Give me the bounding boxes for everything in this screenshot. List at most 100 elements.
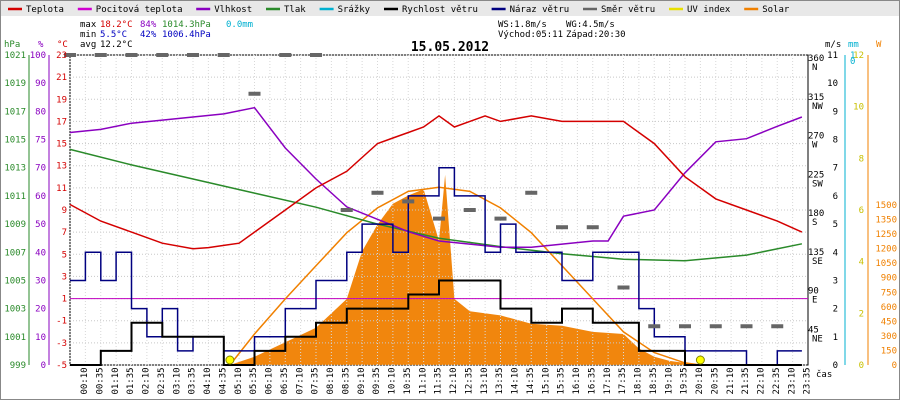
stats-rain: 0.0mm bbox=[226, 20, 253, 30]
x-tick-label: 23:35 bbox=[803, 367, 813, 394]
sunset-time: Západ:20:30 bbox=[566, 30, 626, 40]
legend-label: Tlak bbox=[284, 5, 306, 15]
wind-tick-label: 11 bbox=[827, 51, 838, 61]
x-tick-label: 14:10 bbox=[511, 367, 521, 394]
wind-direction-marker bbox=[494, 216, 507, 221]
solar-tick-label: 300 bbox=[881, 332, 897, 342]
temp-tick-label: -1 bbox=[56, 317, 67, 327]
x-tick-label: 08:35 bbox=[341, 367, 351, 394]
x-tick-label: 06:35 bbox=[280, 367, 290, 394]
direction-name-label: S bbox=[812, 218, 817, 228]
direction-name-label: SE bbox=[812, 257, 823, 267]
humidity-tick-label: 0 bbox=[41, 361, 46, 371]
humidity-tick-label: 50 bbox=[35, 220, 46, 230]
x-tick-label: 16:10 bbox=[572, 367, 582, 394]
x-tick-label: 00:35 bbox=[95, 367, 105, 394]
wind-wg: WG:4.5m/s bbox=[566, 20, 615, 30]
humidity-tick-label: 40 bbox=[35, 248, 46, 258]
x-tick-label: 08:10 bbox=[326, 367, 336, 394]
humidity-tick-label: 70 bbox=[35, 164, 46, 174]
humidity-tick-label: 100 bbox=[30, 51, 46, 61]
direction-tick-label: 180 bbox=[808, 209, 824, 219]
x-tick-label: 03:35 bbox=[188, 367, 198, 394]
x-tick-label: 01:35 bbox=[126, 367, 136, 394]
x-tick-label: 03:10 bbox=[172, 367, 182, 394]
stats-min-press: 1006.4hPa bbox=[162, 30, 211, 40]
x-tick-label: 15:35 bbox=[557, 367, 567, 394]
temp-tick-label: -3 bbox=[56, 339, 67, 349]
temp-tick-label: 17 bbox=[56, 117, 67, 127]
solar-tick-label: 1250 bbox=[875, 230, 897, 240]
x-tick-label: 21:10 bbox=[726, 367, 736, 394]
wind-direction-marker bbox=[740, 324, 753, 329]
pressure-tick-label: 1005 bbox=[4, 276, 26, 286]
uv-tick-label: 4 bbox=[859, 258, 864, 268]
wind-direction-marker bbox=[709, 324, 722, 329]
x-tick-label: 15:10 bbox=[541, 367, 551, 394]
direction-tick-label: 90 bbox=[808, 287, 819, 297]
x-tick-label: 21:35 bbox=[741, 367, 751, 394]
solar-max-line bbox=[229, 186, 701, 366]
stats-min-label: min bbox=[80, 30, 96, 40]
unit-ms: m/s bbox=[825, 40, 841, 50]
x-tick-label: 02:35 bbox=[157, 367, 167, 394]
uv-marker bbox=[225, 355, 235, 365]
wind-direction-marker bbox=[586, 225, 599, 230]
uv-tick-label: 8 bbox=[859, 154, 864, 164]
humidity-tick-label: 20 bbox=[35, 305, 46, 315]
wind-tick-label: 0 bbox=[833, 361, 838, 371]
pressure-tick-label: 1021 bbox=[4, 51, 26, 61]
x-tick-label: 07:35 bbox=[311, 367, 321, 394]
x-tick-label: 04:35 bbox=[218, 367, 228, 394]
x-tick-label: 00:10 bbox=[80, 367, 90, 394]
stats-max-hum: 84% bbox=[140, 20, 157, 30]
direction-tick-label: 315 bbox=[808, 93, 824, 103]
wind-direction-marker bbox=[156, 53, 169, 57]
wind-tick-label: 9 bbox=[833, 107, 838, 117]
legend-label: Vlhkost bbox=[214, 5, 252, 15]
wind-direction-marker bbox=[525, 190, 538, 195]
pressure-tick-label: 1001 bbox=[4, 333, 26, 343]
legend-label: Náraz větru bbox=[510, 5, 570, 15]
x-tick-label: 19:10 bbox=[664, 367, 674, 394]
legend-label: Solar bbox=[762, 5, 790, 15]
x-tick-label: 17:35 bbox=[618, 367, 628, 394]
temp-tick-label: 23 bbox=[56, 51, 67, 61]
wind-tick-label: 10 bbox=[827, 79, 838, 89]
x-tick-label: 13:35 bbox=[495, 367, 505, 394]
humidity-tick-label: 10 bbox=[35, 333, 46, 343]
rain-tick-label: 1 bbox=[850, 51, 855, 61]
x-tick-label: 02:10 bbox=[142, 367, 152, 394]
pressure-tick-label: 1017 bbox=[4, 107, 26, 117]
x-tick-label: 12:10 bbox=[449, 367, 459, 394]
temp-tick-label: 7 bbox=[62, 228, 67, 238]
solar-tick-label: 150 bbox=[881, 346, 897, 356]
wind-speed-line bbox=[70, 279, 802, 366]
humidity-tick-label: 30 bbox=[35, 276, 46, 286]
uv-tick-label: 10 bbox=[853, 103, 864, 113]
legend-label: Rychlost větru bbox=[402, 5, 478, 15]
x-tick-label: 10:35 bbox=[403, 367, 413, 394]
wind-direction-marker bbox=[125, 53, 138, 57]
wind-direction-marker bbox=[64, 53, 76, 57]
wind-tick-label: 3 bbox=[833, 276, 838, 286]
stats-avg-label: avg bbox=[80, 40, 96, 50]
temp-tick-label: 3 bbox=[62, 272, 67, 282]
wind-tick-label: 4 bbox=[833, 248, 838, 258]
solar-tick-label: 450 bbox=[881, 317, 897, 327]
pressure-tick-label: 999 bbox=[10, 361, 26, 371]
pressure-tick-label: 1019 bbox=[4, 79, 26, 89]
temp-tick-label: -5 bbox=[56, 361, 67, 371]
temperature-line bbox=[69, 114, 803, 250]
pressure-tick-label: 1015 bbox=[4, 136, 26, 146]
wind-direction-marker bbox=[433, 216, 445, 221]
sunrise-time: Východ:05:11 bbox=[498, 30, 563, 40]
wind-tick-label: 1 bbox=[833, 333, 838, 343]
unit-celsius: °C bbox=[57, 40, 68, 50]
unit-watt: W bbox=[876, 40, 882, 50]
x-tick-label: 11:35 bbox=[434, 367, 444, 394]
direction-name-label: NW bbox=[812, 102, 823, 112]
wind-direction-marker bbox=[371, 190, 384, 195]
